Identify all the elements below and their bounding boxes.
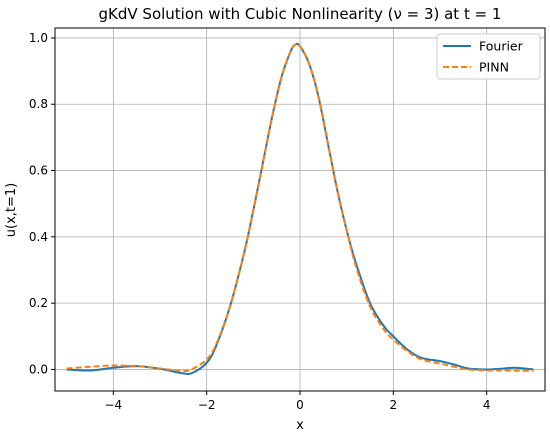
x-tick-label: 0 (296, 398, 304, 412)
y-tick-label: 0.8 (29, 97, 48, 111)
y-tick-label: 0.6 (29, 164, 48, 178)
series-lines (66, 42, 534, 376)
y-tick-label: 0.4 (29, 230, 48, 244)
y-axis-ticks: 0.0 0.2 0.4 0.6 0.8 1.0 (29, 31, 55, 376)
x-tick-label: 4 (483, 398, 491, 412)
legend-label-pinn: PINN (479, 60, 509, 75)
y-tick-label: 0.0 (29, 362, 48, 376)
x-axis-label: x (296, 418, 304, 433)
y-tick-label: 0.2 (29, 296, 48, 310)
x-axis-ticks: −4 −2 0 2 4 (104, 391, 490, 412)
x-tick-label: −2 (198, 398, 216, 412)
chart-title: gKdV Solution with Cubic Nonlinearity (ν… (99, 5, 502, 23)
y-tick-label: 1.0 (29, 31, 48, 45)
legend: Fourier PINN (436, 33, 541, 80)
grid (55, 28, 545, 391)
x-tick-label: −4 (104, 398, 122, 412)
x-tick-label: 2 (390, 398, 398, 412)
legend-label-fourier: Fourier (479, 39, 524, 54)
y-axis-label: u(x,t=1) (4, 183, 19, 237)
series-line-pinn (66, 42, 534, 373)
